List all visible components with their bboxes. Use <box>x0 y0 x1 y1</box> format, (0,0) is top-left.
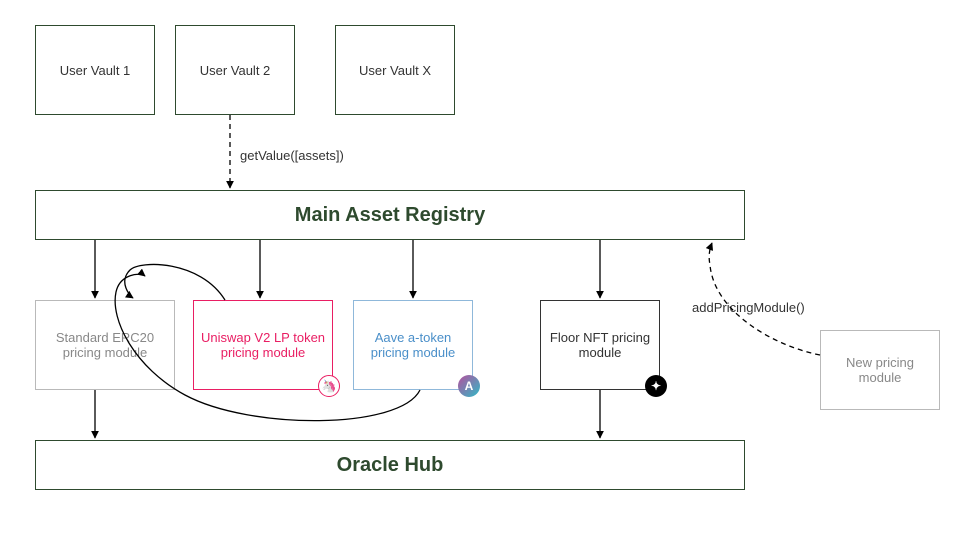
nft-pricing-module: Floor NFT pricing module ✦ <box>540 300 660 390</box>
erc20-pricing-module: Standard ERC20 pricing module <box>35 300 175 390</box>
oracle-hub-label: Oracle Hub <box>337 454 444 477</box>
new-pricing-module-label: New pricing module <box>827 355 933 385</box>
erc20-pricing-module-label: Standard ERC20 pricing module <box>42 330 168 360</box>
nft-pricing-module-label: Floor NFT pricing module <box>547 330 653 360</box>
uniswap-pricing-module: Uniswap V2 LP token pricing module 🦄 <box>193 300 333 390</box>
oracle-hub: Oracle Hub <box>35 440 745 490</box>
main-asset-registry: Main Asset Registry <box>35 190 745 240</box>
new-pricing-module: New pricing module <box>820 330 940 410</box>
main-asset-registry-label: Main Asset Registry <box>295 204 485 227</box>
user-vault-2: User Vault 2 <box>175 25 295 115</box>
uniswap-icon: 🦄 <box>318 375 340 397</box>
add-pricing-module-label: addPricingModule() <box>692 300 805 315</box>
user-vault-1: User Vault 1 <box>35 25 155 115</box>
uniswap-pricing-module-label: Uniswap V2 LP token pricing module <box>200 330 326 360</box>
aave-pricing-module: Aave a-token pricing module A <box>353 300 473 390</box>
aave-pricing-module-label: Aave a-token pricing module <box>360 330 466 360</box>
aave-icon: A <box>458 375 480 397</box>
user-vault-2-label: User Vault 2 <box>200 63 271 78</box>
get-value-label: getValue([assets]) <box>240 148 344 163</box>
nft-icon: ✦ <box>645 375 667 397</box>
user-vault-1-label: User Vault 1 <box>60 63 131 78</box>
user-vault-x-label: User Vault X <box>359 63 431 78</box>
user-vault-x: User Vault X <box>335 25 455 115</box>
